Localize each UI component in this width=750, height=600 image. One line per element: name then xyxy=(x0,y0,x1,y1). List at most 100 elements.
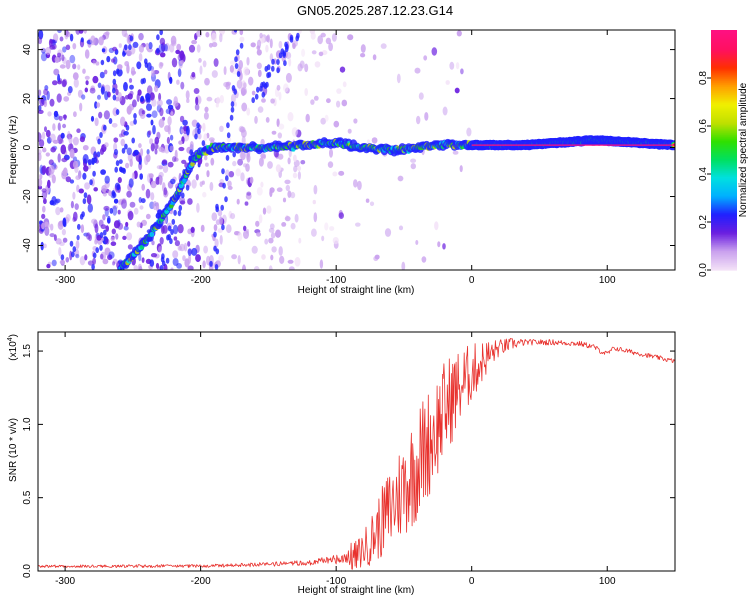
heatmap-noise-cell xyxy=(125,162,130,169)
heatmap-noise-cell xyxy=(146,113,152,118)
heatmap-noise-cell xyxy=(100,59,105,66)
heatmap-noise-cell xyxy=(170,267,174,270)
heatmap-noise-cell xyxy=(228,171,235,178)
heatmap-streak-cell xyxy=(265,81,269,88)
heatmap-noise-cell xyxy=(103,205,110,211)
heatmap-ridge-cell xyxy=(190,161,195,167)
heatmap-noise-cell xyxy=(237,255,241,265)
snr-frame xyxy=(37,331,676,572)
heatmap-streak-cell xyxy=(91,264,95,270)
heatmap-streak-cell xyxy=(99,244,103,251)
heatmap-streak-cell xyxy=(225,154,230,161)
snr-background xyxy=(38,332,675,571)
heatmap-noise-cell xyxy=(145,213,151,220)
heatmap-streak-cell xyxy=(234,56,238,63)
heatmap-streak-cell xyxy=(103,124,107,131)
heatmap-noise-cell xyxy=(219,95,224,104)
heatmap-noise-cell xyxy=(124,33,129,38)
heatmap-streak-cell xyxy=(251,97,255,104)
heatmap-streak-cell xyxy=(156,34,160,41)
heatmap-noise-cell xyxy=(196,44,201,53)
heatmap-noise-cell xyxy=(244,201,249,206)
heatmap-noise-cell xyxy=(85,80,89,86)
heatmap-streak-cell xyxy=(122,168,126,174)
heatmap-noise-cell xyxy=(108,251,115,259)
heatmap-noise-cell xyxy=(38,37,43,45)
heatmap-noise-cell xyxy=(78,188,85,194)
heatmap-noise-cell xyxy=(65,44,71,51)
heatmap-noise-cell xyxy=(276,187,283,192)
heatmap-noise-cell xyxy=(230,213,236,220)
heatmap-noise-cell xyxy=(456,30,462,37)
heatmap-noise-cell xyxy=(113,220,121,229)
heatmap-noise-cell xyxy=(110,236,115,242)
heatmap-noise-cell xyxy=(51,259,57,267)
heatmap-noise-cell xyxy=(265,35,270,42)
colorbar-cell xyxy=(711,258,737,261)
spectrogram-y-axis-label: Frequency (Hz) xyxy=(8,116,19,185)
heatmap-noise-cell xyxy=(52,123,56,131)
heatmap-noise-cell xyxy=(42,205,46,213)
colorbar-cell xyxy=(711,158,737,161)
heatmap-noise-cell xyxy=(297,171,301,180)
heatmap-streak-cell xyxy=(181,192,185,199)
heatmap-noise-cell xyxy=(205,31,210,38)
heatmap-streak-cell xyxy=(125,124,130,131)
heatmap-noise-cell xyxy=(97,82,102,89)
heatmap-noise-cell xyxy=(288,57,292,67)
heatmap-streak-cell xyxy=(156,47,160,54)
heatmap-noise-cell xyxy=(139,205,144,210)
heatmap-noise-cell xyxy=(41,190,48,200)
heatmap-noise-cell xyxy=(214,238,219,248)
colorbar-cell xyxy=(711,84,737,87)
heatmap-noise-cell xyxy=(271,246,277,253)
heatmap-noise-cell xyxy=(153,141,159,150)
heatmap-noise-cell xyxy=(279,255,285,264)
heatmap-noise-cell xyxy=(185,90,190,100)
heatmap-noise-cell xyxy=(260,153,266,159)
heatmap-noise-cell xyxy=(93,187,98,192)
colorbar-cell xyxy=(711,134,737,137)
colorbar-cell xyxy=(711,32,737,35)
heatmap-streak-cell xyxy=(129,35,134,42)
colorbar-cell xyxy=(711,192,737,195)
heatmap-noise-cell xyxy=(65,176,72,183)
colorbar-cell xyxy=(711,148,737,151)
heatmap-noise-cell xyxy=(241,102,248,112)
heatmap-streak-cell xyxy=(115,68,120,75)
heatmap-noise-cell xyxy=(126,64,130,74)
heatmap-noise-cell xyxy=(73,111,77,118)
heatmap-noise-cell xyxy=(264,238,269,245)
heatmap-streak-cell xyxy=(215,203,219,210)
heatmap-noise-cell xyxy=(102,192,107,197)
colorbar-cell xyxy=(711,162,737,165)
heatmap-noise-cell xyxy=(199,65,203,75)
heatmap-noise-cell xyxy=(203,133,208,142)
heatmap-streak-cell xyxy=(60,254,65,261)
heatmap-noise-cell xyxy=(318,51,324,57)
colorbar-cell xyxy=(711,172,737,175)
heatmap-noise-cell xyxy=(218,254,225,262)
heatmap-noise-cell xyxy=(173,236,178,241)
heatmap-noise-cell xyxy=(113,198,119,204)
heatmap-noise-cell xyxy=(232,160,237,167)
heatmap-noise-cell xyxy=(74,203,79,211)
heatmap-noise-cell xyxy=(166,136,170,145)
heatmap-noise-cell xyxy=(297,63,303,72)
heatmap-noise-cell xyxy=(268,237,274,244)
heatmap-streak-cell xyxy=(231,85,236,91)
heatmap-streak-cell xyxy=(170,229,174,235)
colorbar-cell xyxy=(711,256,737,259)
snr-y-multiplier: (x104) xyxy=(7,334,19,361)
spectrogram-x-axis: -300 -200 -100 0 100 xyxy=(55,30,616,286)
x-tick-label: 0 xyxy=(469,275,475,286)
colorbar-cell xyxy=(711,38,737,41)
heatmap-noise-cell xyxy=(253,266,260,270)
heatmap-noise-cell xyxy=(38,185,43,190)
heatmap-noise-cell xyxy=(206,96,213,102)
heatmap-noise-cell xyxy=(246,191,252,196)
heatmap-noise-cell xyxy=(99,71,105,79)
colorbar-cell xyxy=(711,252,737,255)
heatmap-noise-cell xyxy=(122,235,127,240)
heatmap-noise-cell xyxy=(298,30,302,34)
